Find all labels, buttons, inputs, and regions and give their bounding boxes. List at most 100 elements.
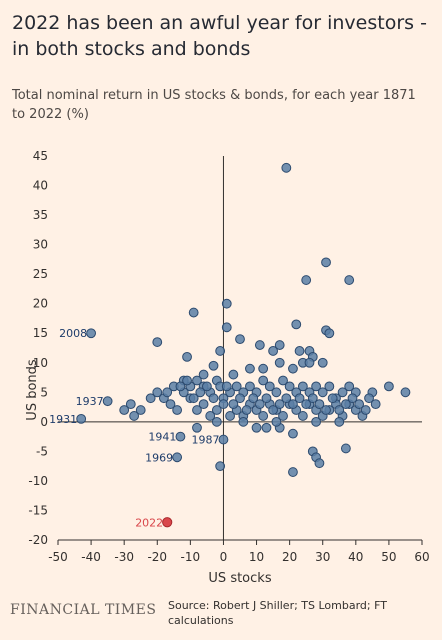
data-point [172,405,183,415]
data-point [228,399,239,410]
data-point [384,381,394,392]
data-point [152,387,163,398]
x-tick-label: 10 [249,550,264,564]
x-tick-label: 40 [348,550,363,564]
data-point [311,416,322,427]
data-point [125,399,136,410]
data-point [281,393,292,404]
data-point [152,337,163,347]
y-tick-label: 40 [33,179,48,193]
data-point [245,363,255,374]
data-point [195,387,206,398]
data-point [314,399,325,410]
data-point [215,346,226,356]
data-point [211,405,222,415]
data-point [221,298,232,309]
data-point [102,396,113,407]
data-point [241,405,252,415]
data-point [221,381,232,392]
data-point [165,399,176,410]
data-point [274,399,285,410]
data-point [225,411,235,421]
data-point [324,381,335,392]
data-point [364,393,374,404]
point-label: 1937 [76,395,104,408]
data-point [228,369,239,380]
data-point [268,405,278,415]
data-point [211,416,222,427]
data-point [182,375,192,386]
data-point [192,405,202,415]
ft-logo: FINANCIAL TIMES [10,602,157,618]
y-tick-label: 35 [33,208,48,222]
data-point [135,405,146,415]
x-tick-label: -20 [147,550,167,564]
data-point [344,381,355,392]
y-tick-label: 25 [33,267,48,281]
x-tick-label: 0 [220,550,228,564]
data-point [218,434,229,445]
highlight-point [162,517,173,528]
data-point [268,346,278,356]
chart-title: 2022 has been an awful year for investor… [12,12,427,60]
data-point [334,405,345,415]
data-point [221,322,232,333]
data-point [188,307,199,318]
x-tick-label: 20 [282,550,297,564]
data-point [317,357,328,368]
data-point [288,363,298,374]
data-point [297,411,308,421]
data-point [288,467,298,477]
y-tick-label: 5 [40,385,48,399]
data-point [294,346,305,356]
data-point [321,257,331,268]
data-point [291,319,302,330]
data-point [311,381,322,392]
data-point [271,387,282,398]
data-point [76,413,87,424]
data-point [208,393,219,404]
data-point [340,443,351,454]
data-point [288,428,298,439]
data-point [245,381,255,392]
x-tick-label: -10 [181,550,201,564]
data-point [254,399,265,410]
chart-subtitle: Total nominal return in US stocks & bond… [12,88,416,122]
data-point [198,369,209,380]
data-point [274,357,285,368]
data-point [304,357,315,368]
y-tick-label: -20 [28,533,48,547]
data-point [129,411,140,421]
x-tick-label: -40 [81,550,101,564]
data-point [254,340,265,350]
data-point [344,275,355,285]
y-tick-label: 30 [33,238,48,252]
data-point [301,275,312,285]
data-point [294,393,305,404]
x-tick-label: -50 [48,550,68,564]
data-point [175,381,186,392]
data-point [354,399,365,410]
data-point [261,393,272,404]
data-point [337,387,348,398]
data-point [314,458,325,469]
x-axis-label: US stocks [208,571,272,586]
data-point [301,399,312,410]
y-tick-label: -5 [36,444,48,458]
y-tick-label: 15 [33,326,48,340]
data-point [264,381,275,392]
data-point [192,422,202,433]
data-point [307,393,318,404]
y-axis-label: US bonds [25,359,41,421]
data-point [317,387,328,398]
data-point [251,422,262,433]
data-point [324,328,335,339]
data-point [258,411,269,421]
y-tick-label: 0 [40,415,48,429]
y-tick-label: -15 [28,503,48,517]
data-point [370,399,381,410]
data-point [261,422,272,433]
data-point [360,405,371,415]
point-label: 2008 [59,327,87,340]
